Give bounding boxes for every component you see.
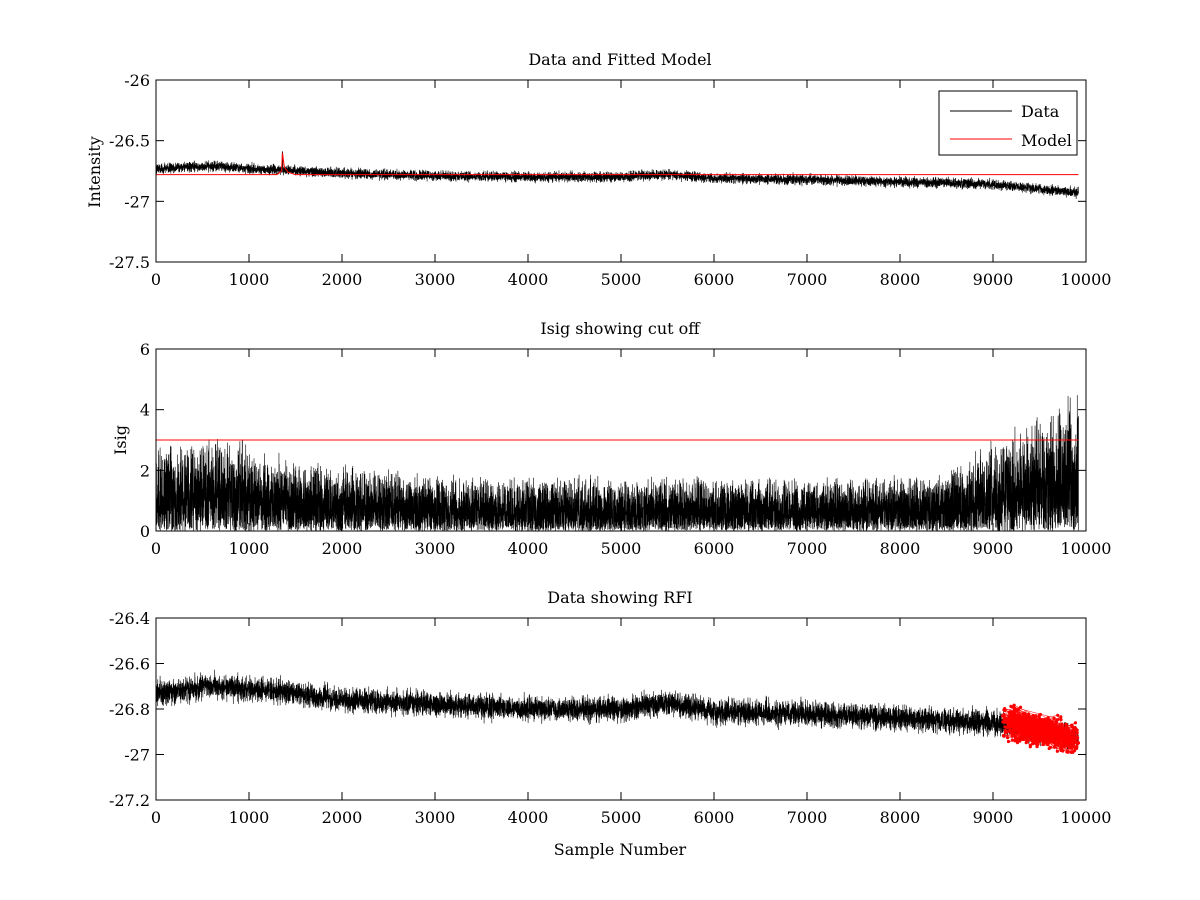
legend: Data Model	[938, 90, 1078, 156]
x-tick-label: 3000	[415, 808, 456, 827]
x-tick-label: 0	[151, 808, 161, 827]
y-tick-label: -26.6	[109, 655, 150, 674]
x-tick-label: 8000	[880, 270, 921, 289]
panel-2-ticks: 0 1000 2000 3000 4000 5000 6000 7000 8000 9000 100…	[140, 340, 1112, 558]
y-tick-label: -27.5	[109, 253, 150, 272]
x-tick-label: 6000	[694, 808, 735, 827]
x-tick-label: 7000	[787, 270, 828, 289]
x-tick-label: 10000	[1061, 270, 1112, 289]
x-tick-label: 5000	[601, 808, 642, 827]
panel-1-plot-area	[156, 150, 1079, 199]
x-tick-label: 4000	[508, 539, 549, 558]
x-tick-label: 9000	[973, 539, 1014, 558]
y-tick-label: -27	[124, 746, 150, 765]
x-tick-label: 7000	[787, 539, 828, 558]
x-tick-label: 5000	[601, 270, 642, 289]
y-tick-label: 0	[140, 522, 150, 541]
x-tick-label: 10000	[1061, 539, 1112, 558]
x-tick-label: 3000	[415, 539, 456, 558]
panel-isig-cutoff: Isig showing cut off Isig 0 1000 2000 3000 4…	[111, 319, 1111, 558]
y-tick-label: -26.8	[109, 700, 150, 719]
x-tick-label: 7000	[787, 808, 828, 827]
panel-3-plot-area	[156, 669, 1081, 754]
x-tick-label: 1000	[229, 539, 270, 558]
panel-data-fitted-model: Data and Fitted Model Intensity 0 1000 200…	[85, 50, 1111, 289]
legend-model-label: Model	[1021, 131, 1072, 150]
panel-2-title: Isig showing cut off	[540, 319, 701, 338]
x-tick-label: 8000	[880, 808, 921, 827]
series-line-model	[156, 152, 1079, 176]
panel-1-ticks: 0 1000 2000 3000 4000 5000 6000 7000 8000 9000 100…	[109, 71, 1111, 289]
panel-data-rfi: Data showing RFI 0 1000 2000 3000 4000 5000 60…	[109, 588, 1111, 859]
x-tick-label: 9000	[973, 808, 1014, 827]
panel-2-ylabel: Isig	[111, 425, 130, 455]
x-tick-label: 2000	[322, 539, 363, 558]
y-tick-label: 2	[140, 461, 150, 480]
x-tick-label: 2000	[322, 270, 363, 289]
y-tick-label: -26	[124, 71, 150, 90]
legend-box	[938, 90, 1078, 156]
y-tick-label: 6	[140, 340, 150, 359]
x-tick-label: 4000	[508, 808, 549, 827]
x-tick-label: 5000	[601, 539, 642, 558]
x-tick-label: 10000	[1061, 808, 1112, 827]
panel-3-ticks: 0 1000 2000 3000 4000 5000 6000 7000 8000 9000 100…	[109, 609, 1111, 827]
x-tick-label: 9000	[973, 270, 1014, 289]
x-tick-label: 6000	[694, 539, 735, 558]
series-line-isig	[156, 395, 1079, 531]
y-tick-label: -26.4	[109, 609, 150, 628]
x-tick-label: 0	[151, 270, 161, 289]
x-tick-label: 8000	[880, 539, 921, 558]
x-tick-label: 3000	[415, 270, 456, 289]
rfi-connecting-line	[1002, 704, 1079, 753]
x-tick-label: 1000	[229, 270, 270, 289]
y-tick-label: -27.2	[109, 791, 150, 810]
legend-data-label: Data	[1021, 102, 1060, 121]
x-tick-label: 0	[151, 539, 161, 558]
y-tick-label: 4	[140, 401, 150, 420]
panel-1-ylabel: Intensity	[85, 136, 104, 208]
rfi-markers	[1000, 703, 1081, 754]
panel-3-title: Data showing RFI	[547, 588, 692, 607]
x-tick-label: 6000	[694, 270, 735, 289]
series-line-data	[156, 150, 1079, 199]
panel-1-title: Data and Fitted Model	[528, 50, 711, 69]
x-tick-label: 2000	[322, 808, 363, 827]
panel-3-xlabel: Sample Number	[554, 840, 687, 859]
x-tick-label: 4000	[508, 270, 549, 289]
y-tick-label: -27	[124, 192, 150, 211]
series-line-data-2	[156, 669, 1079, 750]
y-tick-label: -26.5	[109, 132, 150, 151]
panel-2-plot-area	[156, 395, 1079, 531]
x-tick-label: 1000	[229, 808, 270, 827]
